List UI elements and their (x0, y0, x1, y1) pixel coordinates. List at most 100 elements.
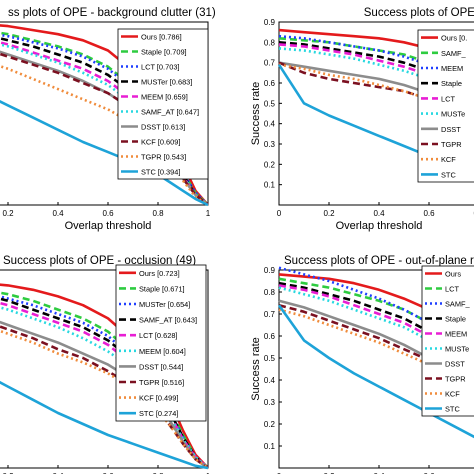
legend-label: STC [0.274] (139, 409, 178, 418)
legend-label: LCT (441, 94, 455, 103)
x-tick-label: 0.2 (323, 472, 335, 474)
chart-panel-1: 0.2 0.4 0.6 0.8 1 ss plots of OPE - backgroun… (0, 7, 216, 232)
series-line-4 (0, 297, 209, 469)
series-line-10 (0, 380, 209, 470)
chart-title: ss plots of OPE - background clutter (31… (8, 7, 216, 19)
series-line-8 (0, 325, 209, 470)
legend-label: Ours [0.723] (139, 269, 180, 278)
legend-label: DSST [0.613] (141, 123, 185, 132)
legend-label: MUSTe (445, 345, 469, 354)
legend-label: LCT [0.628] (139, 331, 177, 340)
legend-label: MEEM [0.604] (139, 347, 186, 356)
legend-label: KCF (445, 390, 460, 399)
legend-label: TGPR (441, 140, 462, 149)
y-tick-label: 0.2 (264, 420, 276, 429)
x-tick-label: 0.2 (2, 209, 14, 218)
legend-label: MUSTe (441, 110, 465, 119)
legend-label: DSST (441, 125, 461, 134)
series-line-9 (278, 63, 474, 128)
x-axis-label: Overlap threshold (65, 220, 152, 232)
chart-title: Success plots of OPE - motion blu (364, 7, 474, 19)
series-line-3 (278, 34, 474, 97)
legend-label: LCT [0.703] (141, 63, 179, 72)
legend-label: MUSTer [0.683] (141, 78, 192, 87)
legend-label: STC (441, 170, 456, 179)
legend-label: MEEM (441, 64, 463, 73)
legend-label: LCT (445, 285, 459, 294)
series-line-4 (278, 41, 474, 101)
legend-label: SAMF_AT [0.643] (139, 316, 197, 325)
y-tick-label: 0.9 (264, 266, 276, 275)
x-tick-label: 0.6 (102, 472, 114, 474)
chart-panel-4: 00.20.40.60.80.10.20.30.40.50.60.70.80.9… (250, 255, 474, 474)
chart-title: Success plots of OPE - out-of-plane rot (284, 255, 474, 267)
series-line-4 (0, 37, 209, 207)
legend-label: DSST [0.544] (139, 362, 183, 371)
x-tick-label: 1 (206, 472, 211, 474)
x-tick-label: 0.2 (323, 209, 335, 218)
series-line-6 (0, 43, 209, 207)
legend-label: TGPR [0.516] (139, 378, 184, 387)
y-axis-label: Success rate (250, 82, 262, 146)
y-tick-label: 0.2 (264, 160, 276, 169)
y-tick-label: 0.8 (264, 38, 276, 47)
x-tick-label: 0.4 (52, 472, 64, 474)
chart-panel-2: 00.20.40.60.80.10.20.30.40.50.60.70.80.9… (250, 7, 474, 232)
legend-label: STC (445, 405, 460, 414)
y-tick-label: 0.9 (264, 18, 276, 27)
legend-label: TGPR [0.543] (141, 153, 186, 162)
legend-label: MUSTer [0.654] (139, 300, 190, 309)
legend: Ours [0.786] Staple [0.709] LCT [0.703] MUS… (117, 28, 209, 180)
legend-label: TGPR (445, 375, 466, 384)
series-line-1 (0, 283, 209, 469)
legend-label: DSST (445, 360, 465, 369)
y-tick-label: 0.1 (264, 181, 276, 190)
series-line-6 (278, 47, 474, 110)
y-tick-label: 0.4 (264, 120, 276, 129)
legend-label: MEEM [0.659] (141, 93, 188, 102)
series-line-5 (278, 43, 474, 106)
y-tick-label: 0.7 (264, 310, 276, 319)
legend-label: KCF (441, 155, 456, 164)
x-tick-label: 0.2 (2, 472, 14, 474)
legend-label: Staple [0.709] (141, 48, 187, 57)
legend-label: Staple [0.671] (139, 284, 185, 293)
legend-label: STC [0.394] (141, 168, 180, 177)
y-tick-label: 0.8 (264, 288, 276, 297)
y-tick-label: 0.5 (264, 354, 276, 363)
y-tick-label: 0.6 (264, 79, 276, 88)
legend-label: Ours [0.786] (141, 33, 182, 42)
legend: Ours [0. SAMF_ MEEM Staple LCT MUSTe DSST TGPR K… (417, 29, 474, 183)
legend-label: SAMF_ (441, 49, 467, 58)
y-tick-label: 0.1 (264, 442, 276, 451)
legend-label: SAMF_AT [0.647] (141, 108, 199, 117)
y-tick-label: 0.7 (264, 59, 276, 68)
y-axis-label: Success rate (250, 337, 262, 401)
legend-box (417, 29, 474, 183)
chart-title: Success plots of OPE - occlusion (49) (3, 255, 196, 267)
legend-label: KCF [0.609] (141, 138, 180, 147)
legend-box (421, 265, 474, 417)
legend-label: KCF [0.499] (139, 394, 178, 403)
legend-box (115, 264, 207, 422)
legend-label: SAMF_ (445, 300, 471, 309)
series-line-10 (0, 100, 209, 207)
x-tick-label: 0.6 (102, 209, 114, 218)
x-tick-label: 0 (277, 209, 282, 218)
y-tick-label: 0.3 (264, 140, 276, 149)
series-line-6 (0, 306, 209, 469)
legend-label: Ours (445, 270, 461, 279)
x-tick-label: 0.8 (152, 209, 164, 218)
x-tick-label: 0.6 (423, 472, 435, 474)
legend: Ours [0.723] Staple [0.671] MUSTer [0.654]… (115, 264, 207, 422)
chart-panel-3: 0.2 0.4 0.6 0.8 1 Success plots of OPE - occl… (0, 255, 211, 474)
x-tick-label: 0.6 (423, 209, 435, 218)
y-tick-label: 0.4 (264, 376, 276, 385)
x-tick-label: 0.4 (373, 209, 385, 218)
x-tick-label: 0.4 (52, 209, 64, 218)
legend-box (117, 28, 209, 180)
x-tick-label: 0 (277, 472, 282, 474)
legend-label: MEEM (445, 330, 467, 339)
series-line-8 (0, 52, 209, 207)
